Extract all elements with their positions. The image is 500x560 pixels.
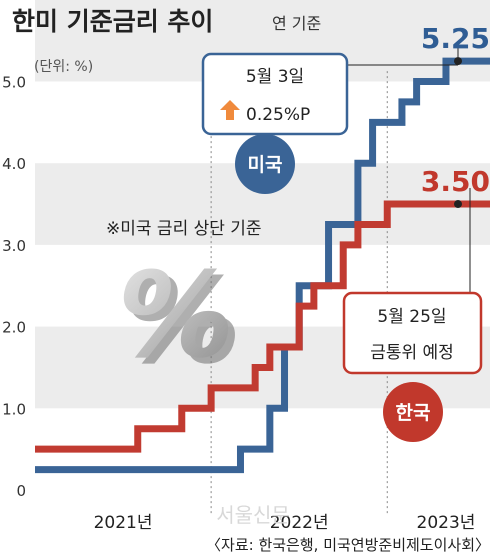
y-tick-label: 2.0 <box>2 319 26 337</box>
series-line-kr <box>35 200 490 453</box>
series-line-us <box>35 57 490 474</box>
kr-box-date: 5월 25일 <box>377 307 446 327</box>
us-end-value: 5.25 <box>421 22 490 55</box>
us-box-change: 0.25%P <box>246 105 310 125</box>
kr-annotation-box: 5월 25일 금통위 예정 <box>342 291 483 375</box>
kr-box-event: 금통위 예정 <box>370 343 454 363</box>
up-arrow-icon <box>220 100 240 120</box>
percent-glyph: % <box>104 248 246 385</box>
x-tick-label: 2021년 <box>94 513 153 533</box>
x-axis: 2021년 2022년 2023년 <box>94 513 476 533</box>
us-badge <box>235 134 295 194</box>
unit-label: (단위: %) <box>34 59 93 75</box>
us-box-frame <box>201 52 349 136</box>
us-badge-label: 미국 <box>248 154 283 176</box>
y-axis: 0 1.0 2.0 3.0 4.0 5.0 <box>2 74 26 501</box>
kr-badge <box>383 382 443 442</box>
percent-decoration: % % <box>104 248 253 391</box>
y-tick-label: 1.0 <box>2 400 26 418</box>
kr-box-frame <box>342 291 483 375</box>
watermark: 서울신문 <box>216 503 290 527</box>
us-box-date: 5월 3일 <box>246 67 304 87</box>
note-text: ※미국 금리 상단 기준 <box>106 219 262 239</box>
x-tick-label: 2022년 <box>270 513 329 533</box>
y-tick-label: 5.0 <box>2 74 26 92</box>
x-tick-label: 2023년 <box>417 513 476 533</box>
y-tick-label: 4.0 <box>2 155 26 173</box>
y-tick-label: 3.0 <box>2 237 26 255</box>
kr-end-value: 3.50 <box>421 165 490 198</box>
chart-title: 한미 기준금리 추이 <box>12 7 213 36</box>
series-layer <box>35 57 490 474</box>
percent-shadow: % <box>111 254 253 391</box>
chart-subtitle: 연 기준 <box>272 14 321 33</box>
kr-badge-label: 한국 <box>396 402 431 424</box>
y-tick-label: 0 <box>16 482 26 500</box>
source-note: 〈자료: 한국은행, 미국연방준비제도이사회〉 <box>206 536 490 554</box>
series-end-marker <box>454 200 462 209</box>
us-annotation-box: 5월 3일 0.25%P <box>201 52 349 136</box>
